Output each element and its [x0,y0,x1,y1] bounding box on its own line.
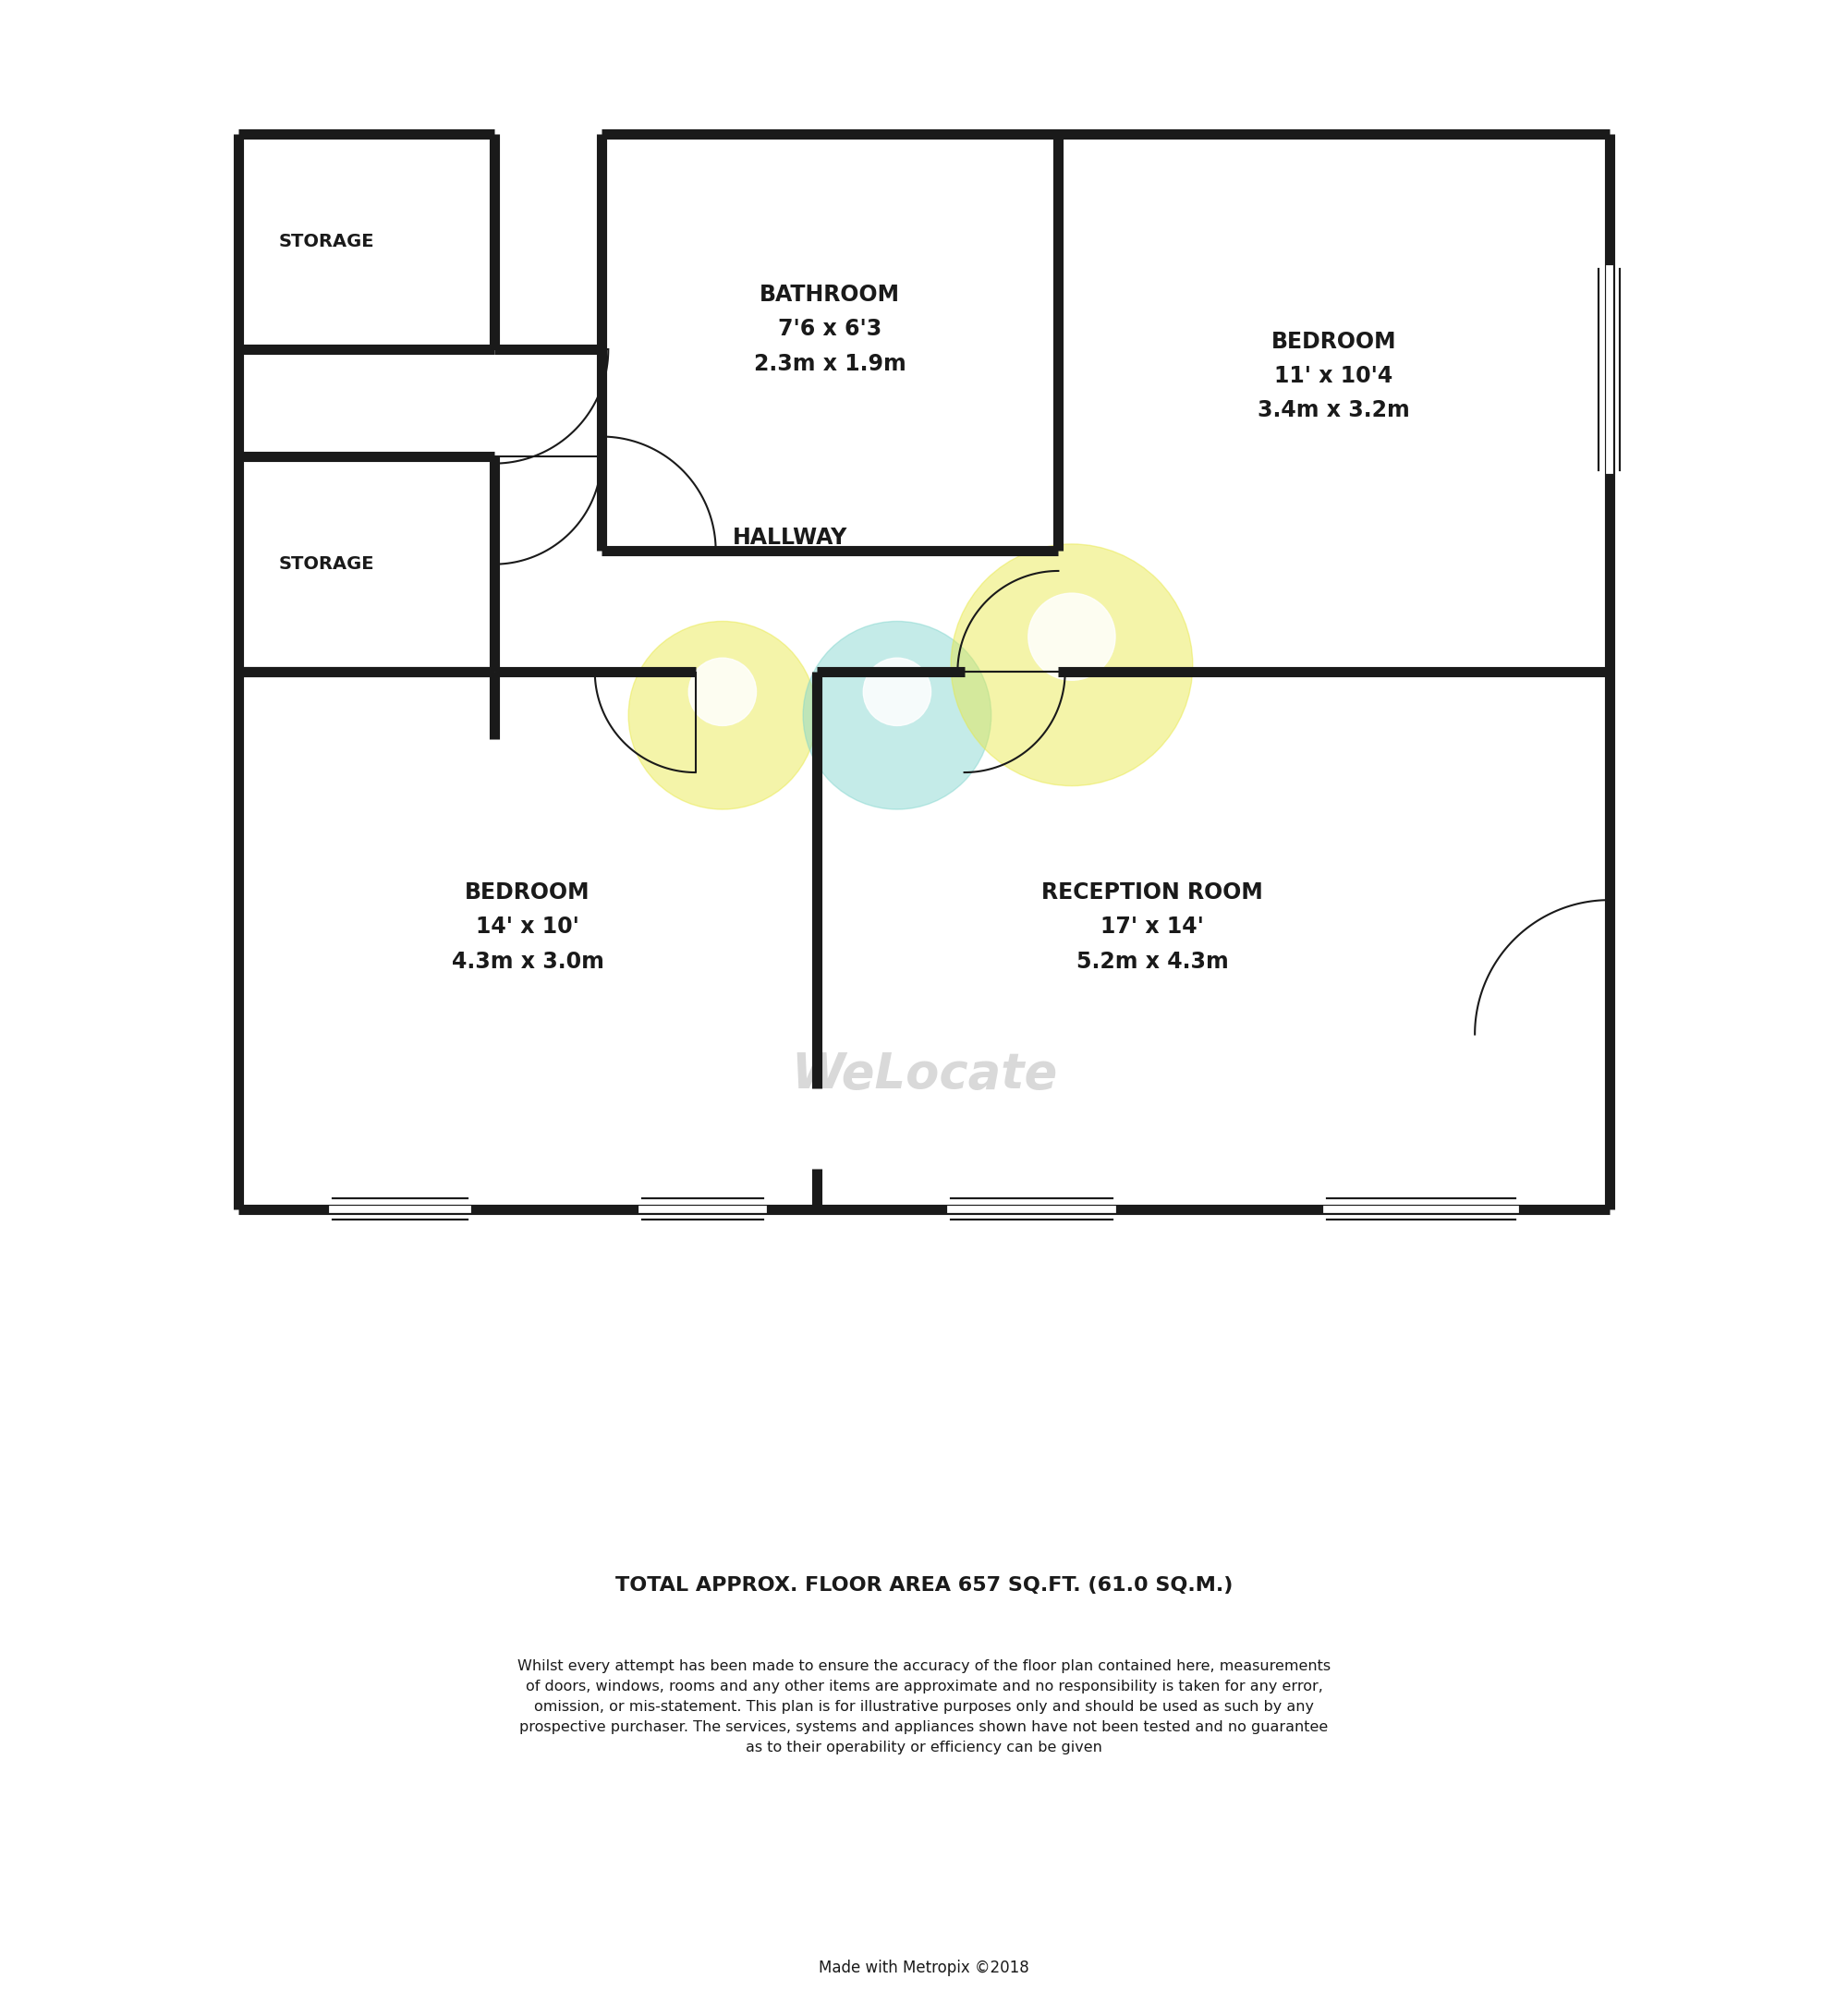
Text: BATHROOM
7'6 x 6'3
2.3m x 1.9m: BATHROOM 7'6 x 6'3 2.3m x 1.9m [754,284,906,375]
Text: HALLWAY: HALLWAY [732,526,846,548]
Circle shape [863,659,931,725]
Text: STORAGE: STORAGE [279,556,373,572]
Text: WeLocate: WeLocate [791,1050,1057,1098]
Polygon shape [976,665,1168,866]
Circle shape [689,659,756,725]
Text: Made with Metropix ©2018: Made with Metropix ©2018 [819,1961,1029,1977]
Text: STORAGE: STORAGE [279,234,373,250]
Text: RECEPTION ROOM
17' x 14'
5.2m x 4.3m: RECEPTION ROOM 17' x 14' 5.2m x 4.3m [1042,881,1264,973]
Circle shape [804,621,991,810]
Polygon shape [647,715,798,883]
Circle shape [1027,592,1116,681]
Circle shape [628,621,817,810]
Text: TOTAL APPROX. FLOOR AREA 657 SQ.FT. (61.0 SQ.M.): TOTAL APPROX. FLOOR AREA 657 SQ.FT. (61.… [615,1576,1233,1594]
Text: BEDROOM
14' x 10'
4.3m x 3.0m: BEDROOM 14' x 10' 4.3m x 3.0m [451,881,604,973]
Text: BEDROOM
11' x 10'4
3.4m x 3.2m: BEDROOM 11' x 10'4 3.4m x 3.2m [1258,330,1410,421]
Polygon shape [822,715,972,883]
Circle shape [952,544,1192,786]
Text: Whilst every attempt has been made to ensure the accuracy of the floor plan cont: Whilst every attempt has been made to en… [517,1658,1331,1755]
